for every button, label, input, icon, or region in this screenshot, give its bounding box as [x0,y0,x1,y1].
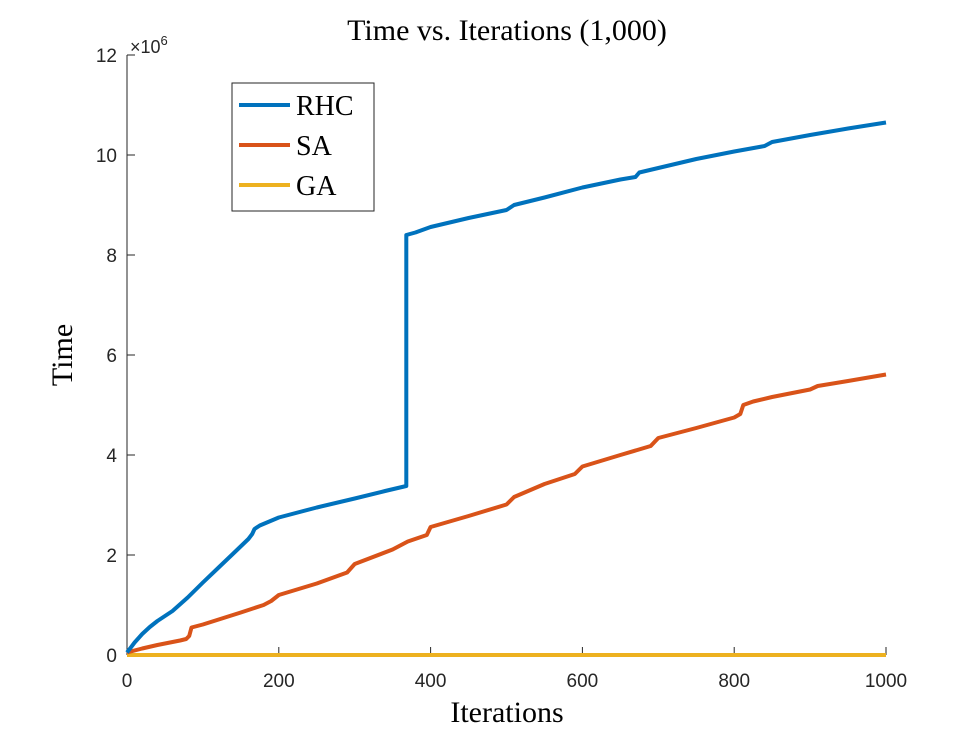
legend-label-rhc: RHC [296,91,354,122]
x-tick-label: 0 [122,671,133,692]
y-axis-label: Time [46,324,79,386]
x-tick-label: 600 [567,671,599,692]
y-tick-label: 2 [106,546,117,567]
x-tick-label: 800 [718,671,750,692]
y-tick-label: 6 [106,346,117,367]
legend: RHC SA GA [231,82,375,212]
series-line-sa [126,372,887,655]
y-tick-label: 10 [96,146,117,167]
y-tick-label: 4 [106,446,117,467]
chart-title: Time vs. Iterations (1,000) [347,14,667,47]
x-tick-label: 1000 [865,671,907,692]
y-exponent-label: ×106 [130,33,168,57]
y-tick-label: 8 [106,246,117,267]
y-tick-label: 0 [106,646,117,667]
x-tick-label: 400 [415,671,447,692]
y-tick-label: 12 [96,46,117,67]
x-tick-label: 200 [263,671,295,692]
plot-area: 0 200 400 600 800 1000 0 2 4 6 8 10 12 [96,46,907,692]
legend-label-sa: SA [296,131,333,162]
legend-label-ga: GA [296,171,337,202]
series-line-rhc [125,120,887,654]
x-axis-label: Iterations [450,696,563,729]
